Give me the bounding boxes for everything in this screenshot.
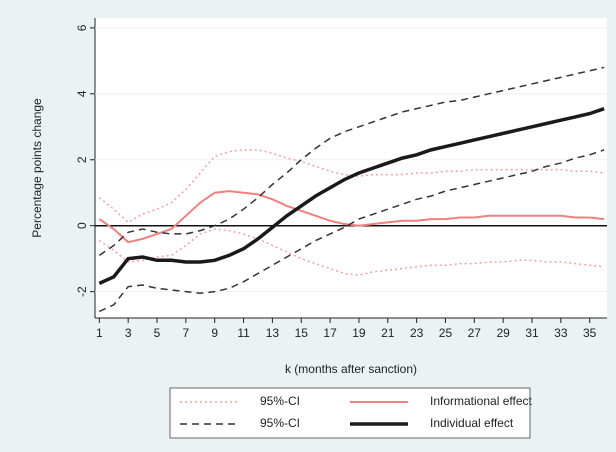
x-tick-label: 13 bbox=[266, 326, 280, 340]
x-tick-label: 27 bbox=[468, 326, 482, 340]
y-tick-label: 2 bbox=[75, 156, 89, 163]
x-tick-label: 5 bbox=[154, 326, 161, 340]
y-axis-label: Percentage points change bbox=[30, 98, 44, 238]
legend-label: 95%-CI bbox=[260, 416, 300, 430]
x-tick-label: 1 bbox=[96, 326, 103, 340]
plot-area bbox=[95, 18, 607, 318]
line bbox=[98, 66, 605, 256]
x-axis-label: k (months after sanction) bbox=[285, 362, 417, 376]
x-tick-label: 21 bbox=[381, 326, 395, 340]
legend bbox=[169, 387, 531, 439]
legend-label: 95%-CI bbox=[260, 394, 300, 408]
x-tick-label: 7 bbox=[183, 326, 190, 340]
line bbox=[98, 107, 605, 285]
x-tick-label: 33 bbox=[554, 326, 568, 340]
y-tick-label: 0 bbox=[75, 222, 89, 229]
x-tick-label: 19 bbox=[352, 326, 366, 340]
legend-label: Informational effect bbox=[430, 394, 533, 408]
x-tick-label: 31 bbox=[525, 326, 539, 340]
x-tick-label: 3 bbox=[125, 326, 132, 340]
x-tick-label: 25 bbox=[439, 326, 453, 340]
x-tick-label: 9 bbox=[211, 326, 218, 340]
x-tick-label: 23 bbox=[410, 326, 424, 340]
legend-label: Individual effect bbox=[430, 416, 514, 430]
x-tick-label: 15 bbox=[295, 326, 309, 340]
y-tick-label: 6 bbox=[75, 24, 89, 31]
x-tick-label: 35 bbox=[583, 326, 597, 340]
y-tick-label: -2 bbox=[75, 286, 89, 297]
line bbox=[98, 228, 605, 276]
x-tick-label: 29 bbox=[496, 326, 510, 340]
line bbox=[99, 149, 605, 313]
line bbox=[98, 190, 605, 244]
x-tick-label: 17 bbox=[323, 326, 337, 340]
y-tick-label: 4 bbox=[75, 90, 89, 97]
x-tick-label: 11 bbox=[237, 326, 250, 340]
